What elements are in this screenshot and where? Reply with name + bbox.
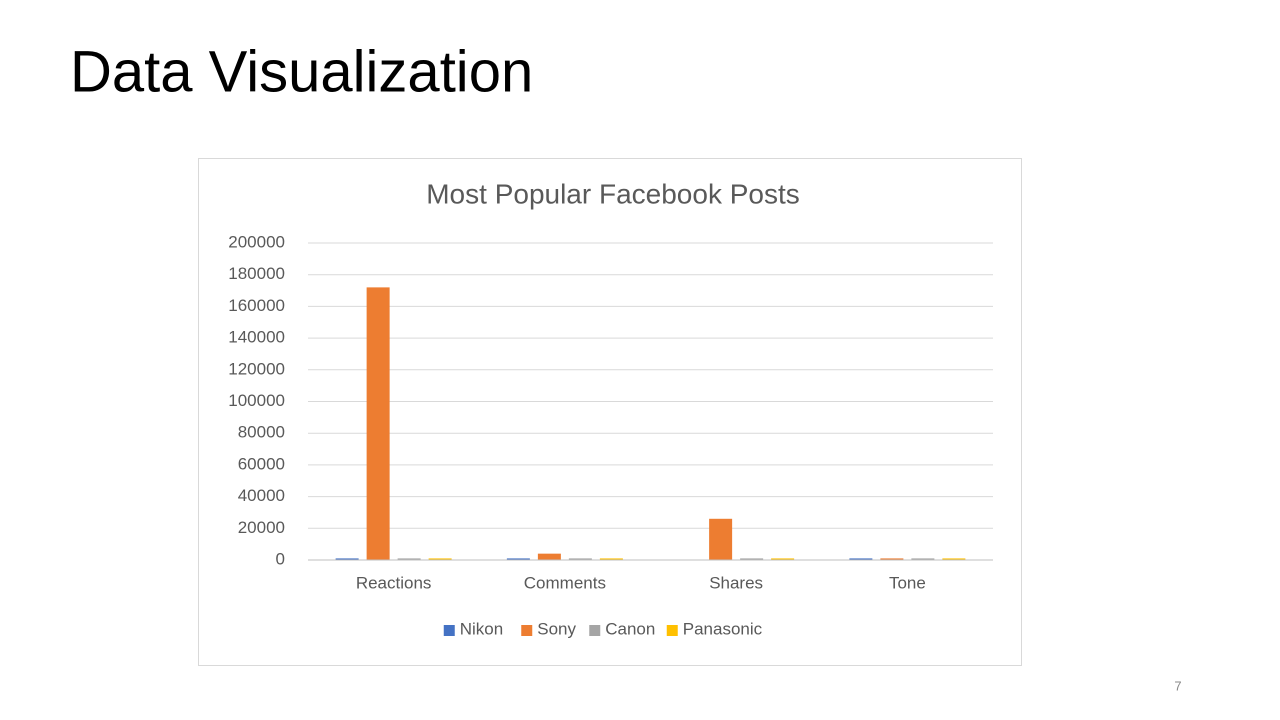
y-tick-label: 120000: [228, 359, 285, 378]
y-tick-label: 100000: [228, 391, 285, 410]
bar: [942, 558, 966, 560]
bar: [366, 287, 390, 560]
legend-swatch: [589, 625, 601, 636]
legend-label: Sony: [537, 619, 576, 638]
bar: [397, 558, 421, 560]
x-tick-label: Comments: [524, 573, 606, 592]
bar: [771, 558, 795, 560]
y-tick-label: 0: [276, 549, 285, 568]
bar: [849, 558, 873, 560]
bar: [537, 553, 561, 560]
bar: [740, 558, 764, 560]
legend-label: Nikon: [460, 619, 503, 638]
bar: [709, 518, 733, 560]
y-tick-label: 80000: [238, 423, 285, 442]
y-tick-label: 20000: [238, 518, 285, 537]
y-tick-label: 180000: [228, 264, 285, 283]
chart-title: Most Popular Facebook Posts: [426, 178, 800, 209]
y-tick-label: 140000: [228, 328, 285, 347]
bar: [911, 558, 935, 560]
legend-swatch: [521, 625, 533, 636]
y-tick-label: 60000: [238, 454, 285, 473]
legend-swatch: [443, 625, 455, 636]
bar: [506, 558, 530, 560]
x-tick-label: Reactions: [356, 573, 432, 592]
y-tick-label: 160000: [228, 296, 285, 315]
bar: [428, 558, 452, 560]
bar: [599, 558, 623, 560]
bar: [335, 558, 359, 560]
y-tick-label: 40000: [238, 486, 285, 505]
x-tick-label: Tone: [889, 573, 926, 592]
bar: [880, 558, 904, 560]
legend-label: Canon: [605, 619, 655, 638]
bar: [568, 558, 592, 560]
legend-label: Panasonic: [683, 619, 763, 638]
y-tick-label: 200000: [228, 232, 285, 251]
slide-title: Data Visualization: [70, 39, 533, 104]
x-tick-label: Shares: [709, 573, 763, 592]
legend-swatch: [666, 625, 678, 636]
page-number: 7: [1174, 678, 1181, 693]
